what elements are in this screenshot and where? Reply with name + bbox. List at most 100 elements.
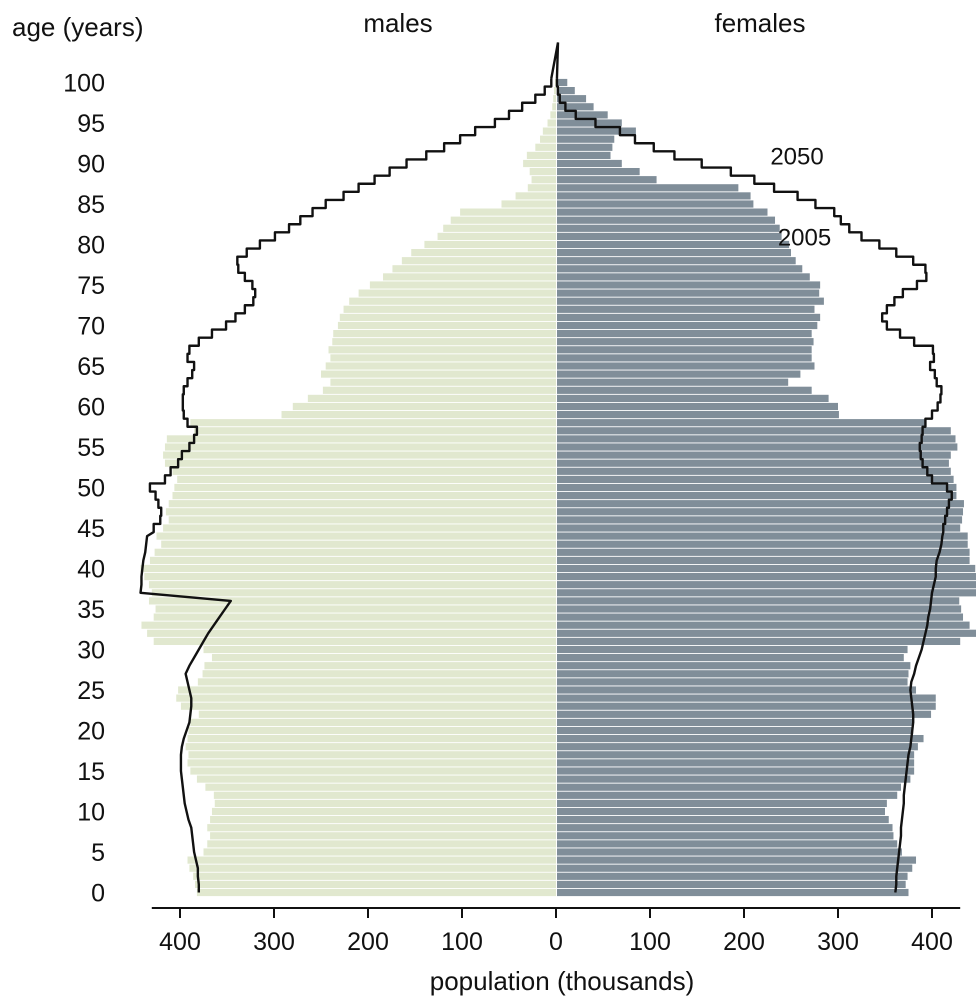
bar-male-age-58 [190,419,556,427]
bar-female-age-83 [557,216,776,224]
bar-female-age-45 [557,524,961,532]
bar-female-age-8 [557,824,893,832]
bar-female-age-93 [557,135,615,143]
bar-female-age-6 [557,840,898,848]
bar-male-age-0 [196,888,557,897]
bar-male-age-35 [155,605,556,613]
bar-male-age-94 [542,127,556,135]
bar-male-age-33 [141,621,556,629]
bar-female-age-72 [557,305,815,313]
bar-female-age-20 [557,726,914,735]
bar-male-age-55 [164,443,556,451]
bar-female-age-14 [557,775,911,783]
bar-male-age-36 [148,597,557,605]
bar-female-age-84 [557,208,768,216]
bar-female-age-26 [557,678,908,686]
bar-male-age-10 [211,807,556,816]
bar-male-age-5 [203,848,556,856]
x-tick-label: 100 [441,928,483,956]
bar-male-age-80 [424,240,556,249]
x-tick-label: 200 [347,928,389,956]
y-tick-label: 45 [77,515,105,543]
bar-male-age-23 [180,702,556,710]
bar-male-age-56 [166,435,556,443]
bar-female-age-58 [557,419,925,427]
bar-male-age-91 [526,151,556,159]
bar-male-age-97 [552,103,556,111]
bar-male-age-20 [188,726,556,735]
bar-male-age-45 [163,524,556,532]
y-tick-label: 40 [77,556,105,584]
bar-female-age-21 [557,718,914,726]
bar-male-age-15 [190,767,556,775]
bar-female-age-96 [557,111,608,119]
x-ticks: 400 300 200 100 0 100 200 300 400 [159,908,953,956]
y-tick-label: 65 [77,353,105,381]
bar-female-age-47 [557,508,964,516]
bar-male-age-9 [210,816,556,824]
bar-male-age-79 [411,249,556,257]
bar-male-age-34 [153,613,556,621]
bar-male-age-100 [555,78,556,87]
bar-female-age-23 [557,702,936,710]
x-tick-label: 200 [723,928,765,956]
bar-male-age-74 [358,289,556,297]
bar-male-age-41 [149,556,557,564]
bar-female-age-63 [557,378,789,386]
bar-male-age-19 [187,735,556,743]
bar-female-age-15 [557,767,915,775]
bar-female-age-57 [557,427,951,435]
bar-male-age-90 [523,159,556,168]
y-tick-label: 15 [77,758,105,786]
bar-male-age-7 [210,832,556,840]
y-tick-label: 10 [77,799,105,827]
bar-female-age-7 [557,832,894,840]
bar-male-age-82 [443,224,556,232]
bar-male-age-54 [163,451,556,459]
bar-female-age-25 [557,686,917,694]
bar-female-age-19 [557,735,924,743]
bar-female-age-70 [557,321,818,330]
y-tick-label: 5 [91,839,105,867]
bar-male-age-84 [460,208,556,216]
bar-male-age-17 [188,751,556,759]
bar-male-age-49 [172,492,557,500]
bar-male-age-51 [177,475,556,483]
bar-female-age-61 [557,394,829,402]
bar-male-age-25 [178,686,556,694]
bar-male-age-37 [151,589,557,597]
bar-male-age-65 [325,362,556,370]
bar-male-age-85 [501,200,556,208]
bar-female-age-55 [557,443,958,451]
bar-female-age-80 [557,240,790,249]
bar-female-age-39 [557,573,976,581]
bar-male-age-67 [328,346,556,354]
bar-male-age-99 [554,87,556,95]
y-tick-label: 35 [77,596,105,624]
bar-female-age-9 [557,816,889,824]
bar-male-age-96 [550,111,556,119]
bar-female-age-38 [557,581,976,589]
y-tick-label: 80 [77,232,105,260]
bar-male-age-93 [540,135,556,143]
bar-male-age-31 [153,637,556,645]
bar-female-age-3 [557,864,913,872]
bar-female-age-16 [557,759,915,767]
bar-female-age-44 [557,532,968,540]
y-tick-label: 75 [77,272,105,300]
bar-male-age-29 [211,654,556,662]
y-axis-label: age (years) [12,12,144,42]
bar-female-age-41 [557,556,970,564]
bar-female-age-62 [557,386,812,394]
x-tick-label: 400 [911,928,953,956]
bar-female-age-59 [557,411,839,419]
bars-layer [140,78,976,897]
bar-female-age-51 [557,475,954,483]
bar-male-age-50 [174,483,557,492]
bar-male-age-3 [189,864,556,872]
bar-male-age-8 [207,824,556,832]
y-tick-label: 30 [77,637,105,665]
bar-male-age-1 [195,880,557,888]
bar-female-age-64 [557,370,801,378]
